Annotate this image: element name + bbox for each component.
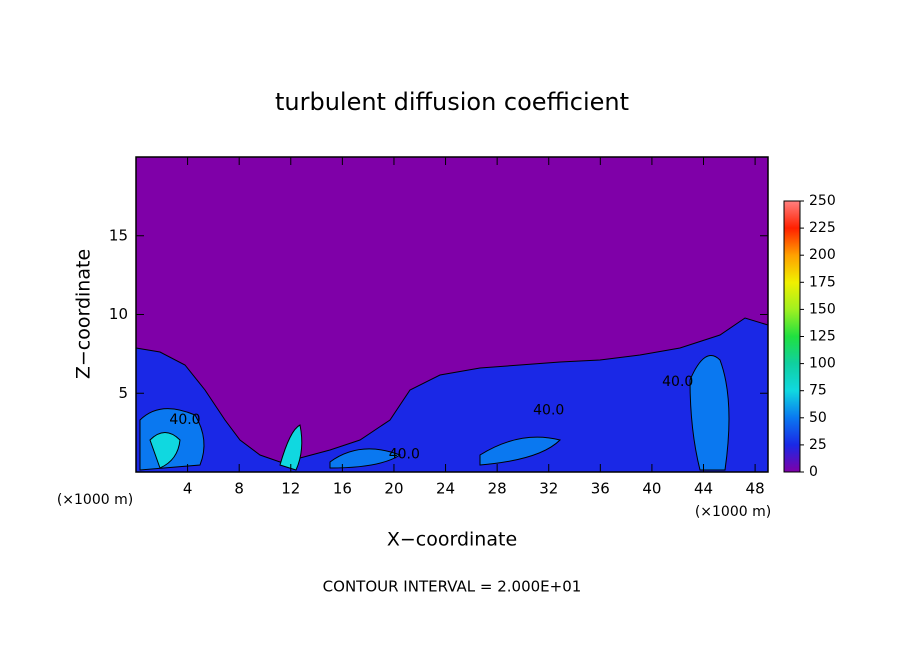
colorbar-tick-label: 250 [809, 193, 836, 209]
x-axis-label: X−coordinate [387, 529, 517, 551]
x-tick-label: 4 [183, 480, 193, 498]
colorbar-tick-label: 200 [809, 247, 836, 263]
x-unit-label: (×1000 m) [57, 492, 133, 508]
contour-label: 40.0 [533, 403, 564, 419]
x-tick-label: 44 [694, 480, 713, 498]
x-tick-label: 40 [642, 480, 661, 498]
colorbar-tick-label: 0 [809, 464, 818, 480]
x-tick-label: 48 [746, 480, 765, 498]
y-axis-label: Z−coordinate [73, 249, 95, 379]
x-tick-label: 8 [234, 480, 244, 498]
field-region [689, 355, 730, 471]
contour-label: 40.0 [389, 447, 420, 463]
field-region [149, 432, 181, 469]
chart-title: turbulent diffusion coefficient [275, 88, 629, 116]
x-tick-label: 32 [539, 480, 558, 498]
x-tick-label: 12 [281, 480, 300, 498]
x-tick-label: 36 [591, 480, 610, 498]
y-tick-label: 15 [109, 226, 128, 244]
contour-label: 40.0 [169, 412, 200, 428]
colorbar-tick-label: 225 [809, 220, 836, 236]
field-region [479, 436, 561, 466]
colorbar-tick-label: 125 [809, 329, 836, 345]
colorbar-tick-label: 50 [809, 410, 827, 426]
field-region [279, 424, 303, 471]
colorbar-tick-label: 100 [809, 356, 836, 372]
x-tick-label: 16 [333, 480, 352, 498]
colorbar [783, 200, 801, 473]
field-region [329, 448, 402, 469]
field [136, 157, 768, 472]
y-tick-label: 10 [109, 305, 128, 323]
colorbar-tick-label: 75 [809, 383, 827, 399]
x-unit-label: (×1000 m) [695, 504, 771, 520]
x-tick-label: 24 [436, 480, 455, 498]
note: CONTOUR INTERVAL = 2.000E+01 [323, 578, 582, 596]
x-tick-label: 20 [384, 480, 403, 498]
colorbar-tick-label: 25 [809, 437, 827, 453]
y-tick-label: 5 [118, 384, 128, 402]
contour-label: 40.0 [662, 374, 693, 390]
x-tick-label: 28 [488, 480, 507, 498]
field-region [136, 317, 768, 472]
colorbar-tick-label: 175 [809, 274, 836, 290]
colorbar-tick-label: 150 [809, 301, 836, 317]
